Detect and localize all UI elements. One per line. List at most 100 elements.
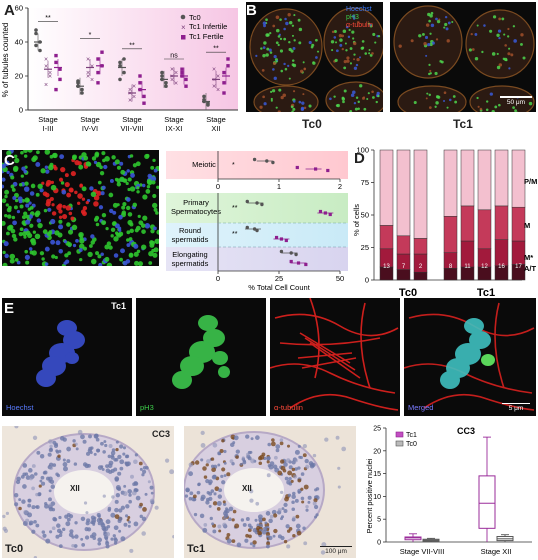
chart-d-bar-segment [413,149,428,239]
chart-a-point-tc0 [38,48,42,53]
chart-c-point-tc0 [294,252,298,257]
chart-a-xlabel-line2: XII [211,124,220,133]
chart-a-point-tc0 [76,81,80,85]
micrograph-e-hoechst: Tc1 Hoechst [2,298,132,416]
chart-a-point-tc1-fertile [54,53,58,58]
chart-c: Meiotic Primary Spermatocytes Round sper… [166,151,348,292]
chart-a-point-tc1-infertile: × [212,84,216,91]
chart-a-xlabel-line1: Stage [164,115,184,124]
chart-a-point-tc1-fertile [226,64,230,68]
chart-a-point-tc1-infertile: × [86,57,90,64]
chart-a-point-tc1-infertile: × [212,77,216,84]
chart-a-point-tc1-fertile [180,70,184,75]
chart-f-ytick-label: 20 [373,448,381,455]
chart-a-point-tc1-fertile [138,74,142,78]
chart-a-xlabel-line1: Stage [206,115,226,124]
chart-c-band-elongating [166,247,348,271]
chart-a-ylabel: % of tubules counted [1,23,10,98]
chart-c-cat-round-1: Round [179,226,201,235]
chart-a-point-tc1-fertile [222,70,226,75]
corner-label-e: Tc1 [111,301,126,311]
micrograph-e-ph3: pH3 [136,298,266,416]
chart-c-cat-primary-1: Primary [183,198,209,207]
chart-c-point-tc0 [279,249,284,254]
chart-a-point-tc1-infertile: × [48,70,52,77]
chart-d-ytick-label: 0 [365,276,369,285]
stain-hoechst: Hoechst [346,6,372,13]
chart-c-axis1-tick: 1 [277,182,281,191]
chart-c-point-tc0 [252,157,257,162]
chart-a-sig-label: ns [170,53,178,60]
chart-f-ytick-label: 5 [377,517,381,524]
chart-c-point-tc0 [255,228,259,233]
channel-label-tubulin: α-tubulin [274,403,303,412]
histology-f-tc1: XII Tc1 100 μm [184,426,356,558]
chart-a-point-tc1-infertile: × [170,67,174,74]
chart-c-point-tc0 [260,202,264,207]
chart-a-ytick-label: 0 [19,106,23,115]
chart-d-bar-segment [443,149,458,217]
chart-a-point-tc1-fertile [96,70,100,75]
micrograph-c [2,150,159,266]
chart-a-point-tc0 [206,101,210,105]
chart-a-point-tc1-fertile [184,77,188,82]
legend-tc1-infertile: Tc1 Infertile [189,22,227,31]
chart-f-xtick-label: Stage XII [481,547,512,556]
micrograph-e-merged: Merged 5 μm [404,298,536,416]
panel-label-c: C [4,152,15,169]
chart-a-point-tc1-infertile: × [128,97,132,104]
chart-a-xlabel-line1: Stage [80,115,100,124]
chart-c-axis2-tick: 25 [275,274,283,283]
chart-a-point-tc0 [118,77,122,82]
chart-c-axis2-tick: 50 [336,274,344,283]
svg-text:×: × [181,23,186,32]
stain-tubulin: α-tubulin [346,22,374,29]
scalebar-f: 100 μm [320,545,352,555]
chart-a-point-tc1-infertile: × [128,91,132,98]
panel-label-d: D [354,150,365,167]
chart-a-point-tc1-infertile: × [90,63,94,70]
caption-b-tc1: Tc1 [453,117,473,131]
chart-d-bar-number: 11 [464,264,471,270]
scalebar-e: 5 μm [502,402,530,412]
channel-label-merged: Merged [408,403,434,412]
chart-d-bar-segment [443,216,458,253]
chart-a-point-tc0 [34,31,38,36]
chart-a-ytick-label: 20 [15,72,23,81]
chart-d-bar-number: 7 [402,264,406,270]
chart-a-point-tc1-fertile [142,94,146,99]
chart-a-legend: Tc0 × Tc1 Infertile Tc1 Fertile [180,13,227,41]
histology-f-tc0: XII CC3 Tc0 [2,426,174,558]
chart-d-bar-segment [396,269,411,281]
chart-a-point-tc0 [118,60,122,65]
chart-a-xlabel-line2: I-III [43,124,54,133]
chart-a-point-tc1-fertile [96,81,100,85]
chart-f-box [478,475,496,529]
chart-c-xlabel: % Total Cell Count [248,283,310,292]
chart-d-bar-segment [443,268,458,281]
chart-a-point-tc1-fertile [226,57,230,61]
chart-a-point-tc0 [80,87,84,92]
stage-tag-f-left: XII [70,484,80,493]
chart-a-point-tc0 [34,28,38,32]
stain-legend-b: Hoechst pH3 α-tubulin [346,6,373,30]
chart-a-sig-label: ** [45,15,51,22]
chart-c-point-tc1 [274,235,279,240]
scalebar-f-label: 100 μm [325,548,347,555]
caption-b-tc0: Tc0 [302,117,322,131]
chart-d-bar-segment [379,149,394,226]
chart-a-point-tc1-infertile: × [212,67,216,74]
stain-ph3: pH3 [346,14,359,21]
chart-a-point-tc0 [34,43,38,48]
chart-a-point-tc0 [118,64,122,68]
chart-f-title: CC3 [457,426,475,436]
chart-a-point-tc0 [160,74,164,78]
chart-c-sig: ** [232,205,238,212]
chart-c-point-tc1 [295,165,299,170]
chart-d-bar-segment [477,149,492,211]
chart-c-point-tc1 [284,238,288,243]
chart-c-point-tc1 [289,259,293,264]
chart-a-point-tc1-infertile: × [174,70,178,77]
chart-a-point-tc0 [80,91,84,95]
